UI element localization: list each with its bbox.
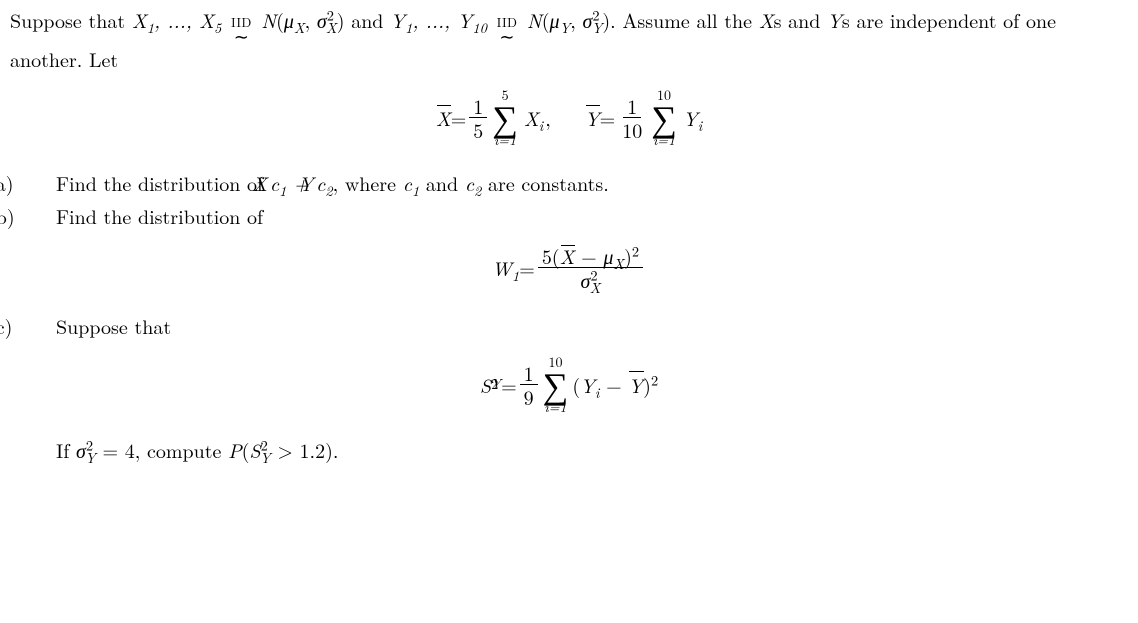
frac-w1: 5(X − μX)2 σ2X xyxy=(538,245,643,290)
var-x1: X1, ..., X5 xyxy=(132,5,221,34)
page: Suppose that X1, ..., X5 IID∼ N(μX, σ2X)… xyxy=(0,0,1138,479)
part-a-label: (a) xyxy=(22,169,56,196)
display-w1: W1 = 5(X − μX)2 σ2X xyxy=(10,245,1128,290)
equals: = xyxy=(451,104,467,131)
text: Suppose that xyxy=(10,5,132,34)
text: Find the distribution of xyxy=(56,168,270,197)
frac-1-10: 1 10 xyxy=(618,95,646,140)
equals: = xyxy=(600,104,616,131)
text: s and xyxy=(774,5,827,34)
iid-symbol: IID∼ xyxy=(231,16,252,45)
var-p: P xyxy=(228,435,242,464)
equals: = xyxy=(519,254,535,281)
var-x: X xyxy=(759,5,774,34)
display-xbar-ybar: X = 1 5 5 ∑ i=1 Xi , Y = 1 xyxy=(10,88,1128,147)
text: are constants. xyxy=(481,168,608,197)
text: = 4, compute xyxy=(96,435,228,464)
var-y1: Y1, ..., Y10 xyxy=(390,5,487,34)
var-c1: c1 xyxy=(403,168,420,197)
text: Find the distribution of xyxy=(56,201,263,230)
frac-1-9: 1 9 xyxy=(520,362,538,407)
frac-1-5: 1 5 xyxy=(469,95,487,140)
expr-c1xbar-c2ybar: c1X + c2Y xyxy=(270,168,333,197)
part-b-label: (b) xyxy=(22,202,56,229)
text: . Assume all the xyxy=(610,5,759,34)
sum-symbol: 5 ∑ i=1 xyxy=(492,88,518,147)
xbar-definition: X = 1 5 5 ∑ i=1 Xi , xyxy=(436,88,559,147)
part-a: (a)Find the distribution of c1X + c2Y, w… xyxy=(10,169,1128,196)
part-c-label: (c) xyxy=(22,312,56,339)
text: If xyxy=(56,435,76,464)
ybar: Y xyxy=(585,104,600,131)
text: Suppose that xyxy=(56,311,171,340)
text: and xyxy=(419,168,465,197)
dist-nx: N xyxy=(261,5,276,34)
var-w1: W1 xyxy=(492,254,519,281)
sum-symbol: 10 ∑ i=1 xyxy=(543,355,569,414)
sum-symbol: 10 ∑ i=1 xyxy=(651,88,677,147)
iid-symbol: IID∼ xyxy=(497,16,518,45)
text: > 1.2 xyxy=(271,435,325,464)
term-xi: Xi xyxy=(524,104,543,131)
part-c: (c)Suppose that xyxy=(10,312,1128,339)
dist-ny: N xyxy=(527,5,542,34)
display-sy: S2Y = 1 9 10 ∑ i=1 (Yi − Y)2 xyxy=(10,355,1128,414)
ybar-definition: Y = 1 10 10 ∑ i=1 Yi xyxy=(585,88,702,147)
equals: = xyxy=(501,371,517,398)
text: , where xyxy=(333,168,403,197)
part-b: (b)Find the distribution of xyxy=(10,202,1128,229)
var-y: Y xyxy=(827,5,842,34)
var-c2: c2 xyxy=(465,168,482,197)
xbar: X xyxy=(436,104,451,131)
intro-paragraph: Suppose that X1, ..., X5 IID∼ N(μX, σ2X)… xyxy=(10,6,1128,72)
term-yi-minus-ybar: (Yi − Y)2 xyxy=(572,371,658,398)
text: and xyxy=(345,5,391,34)
var-sy2: S xyxy=(249,435,260,464)
part-c-if: If σ2Y = 4, compute P(S2Y > 1.2). xyxy=(10,436,1128,463)
comma: , xyxy=(545,104,551,131)
term-yi: Yi xyxy=(683,104,702,131)
text: . xyxy=(333,435,339,464)
